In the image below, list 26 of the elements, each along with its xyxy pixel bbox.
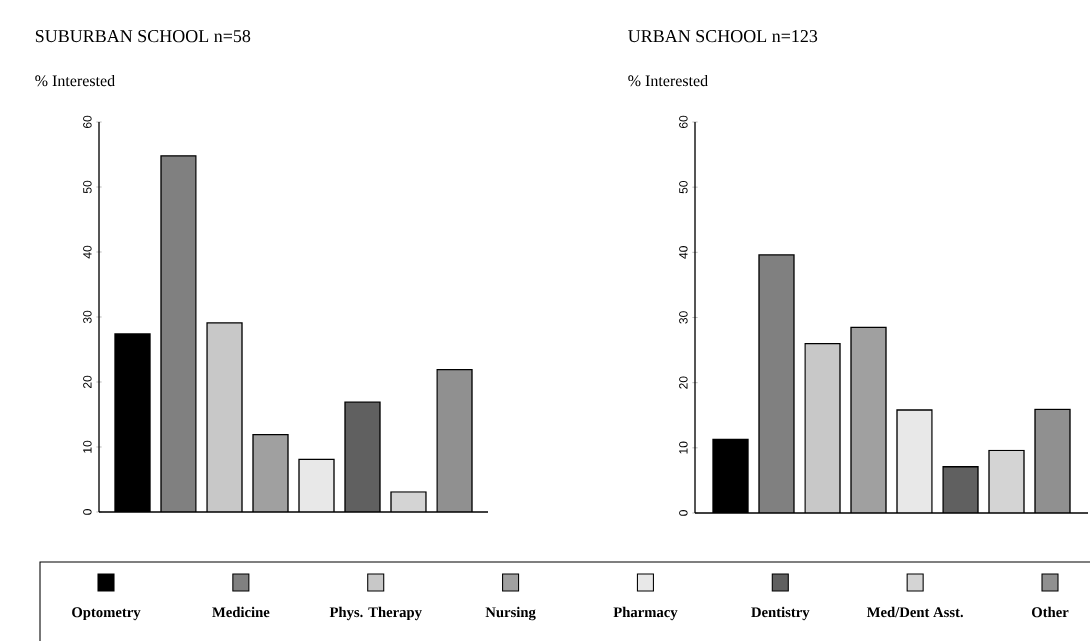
chart-title: URBAN SCHOOL n=123 — [628, 30, 818, 43]
y-tick-label: 60 — [83, 115, 92, 129]
y-tick-label: 0 — [83, 509, 92, 515]
y-tick-label: 10 — [83, 440, 92, 453]
y-axis-title: % Interested — [35, 74, 115, 87]
legend-label: Optometry — [72, 607, 141, 621]
legend-label: Medicine — [212, 606, 270, 618]
y-tick-label: 30 — [83, 310, 92, 324]
y-tick-label: 50 — [679, 180, 688, 194]
y-tick-label: 10 — [679, 441, 688, 454]
y-axis-title: % Interested — [628, 74, 708, 87]
legend-label: Nursing — [485, 606, 536, 621]
y-tick-label: 40 — [83, 245, 92, 259]
y-tick-label: 30 — [679, 311, 688, 324]
y-tick-label: 20 — [83, 375, 92, 389]
y-tick-label: 50 — [83, 180, 92, 194]
y-tick-label: 60 — [679, 115, 688, 129]
legend-label: Other — [1031, 606, 1069, 618]
legend-label: Phys. Therapy — [329, 606, 422, 621]
legend-label: Pharmacy — [613, 606, 678, 621]
legend-label: Dentistry — [751, 606, 810, 621]
y-tick-label: 20 — [679, 376, 688, 389]
legend-label: Med/Dent Asst. — [866, 606, 963, 618]
y-tick-label: 0 — [679, 510, 688, 516]
chart-title: SUBURBAN SCHOOL n=58 — [35, 30, 251, 43]
y-tick-label: 40 — [679, 246, 688, 259]
